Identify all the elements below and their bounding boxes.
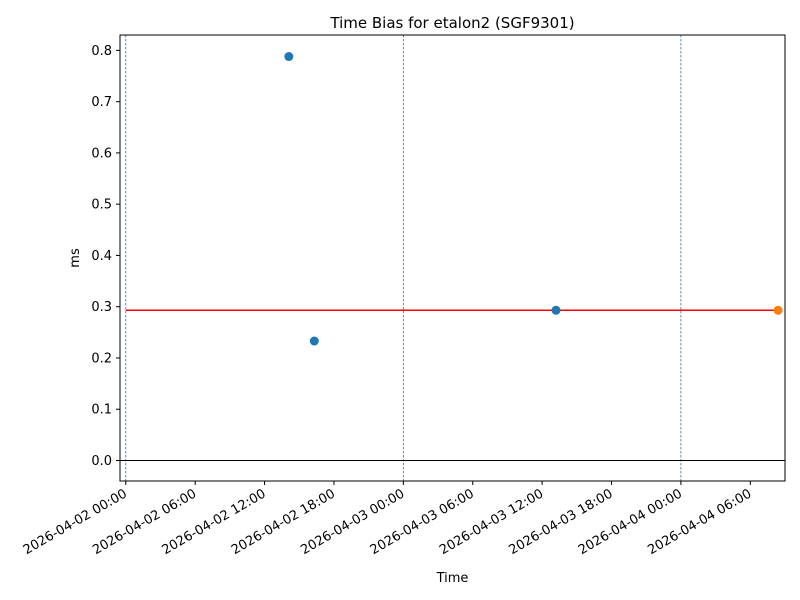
y-axis-label: ms [68, 248, 83, 268]
y-tick-label: 0.3 [91, 300, 112, 315]
y-axis: 0.0 0.1 0.2 0.3 0.4 0.5 0.6 0.7 0.8 [91, 44, 120, 469]
y-tick-label: 0.4 [91, 249, 112, 264]
y-tick-label: 0.1 [91, 403, 112, 418]
data-point [551, 305, 561, 315]
y-tick-label: 0.7 [91, 95, 112, 110]
y-tick-label: 0.5 [91, 198, 112, 213]
x-axis-label: Time [436, 571, 469, 586]
chart-title: Time Bias for etalon2 (SGF9301) [329, 14, 574, 32]
data-point [309, 336, 319, 346]
plot-frame [119, 34, 786, 482]
y-tick-label: 0.8 [91, 44, 112, 59]
y-tick-label: 0.0 [91, 454, 112, 469]
plot-area [120, 35, 785, 481]
y-tick-label: 0.6 [91, 146, 112, 161]
latest-data-point [773, 305, 783, 315]
y-tick-label: 0.2 [91, 351, 112, 366]
data-point [284, 52, 294, 62]
